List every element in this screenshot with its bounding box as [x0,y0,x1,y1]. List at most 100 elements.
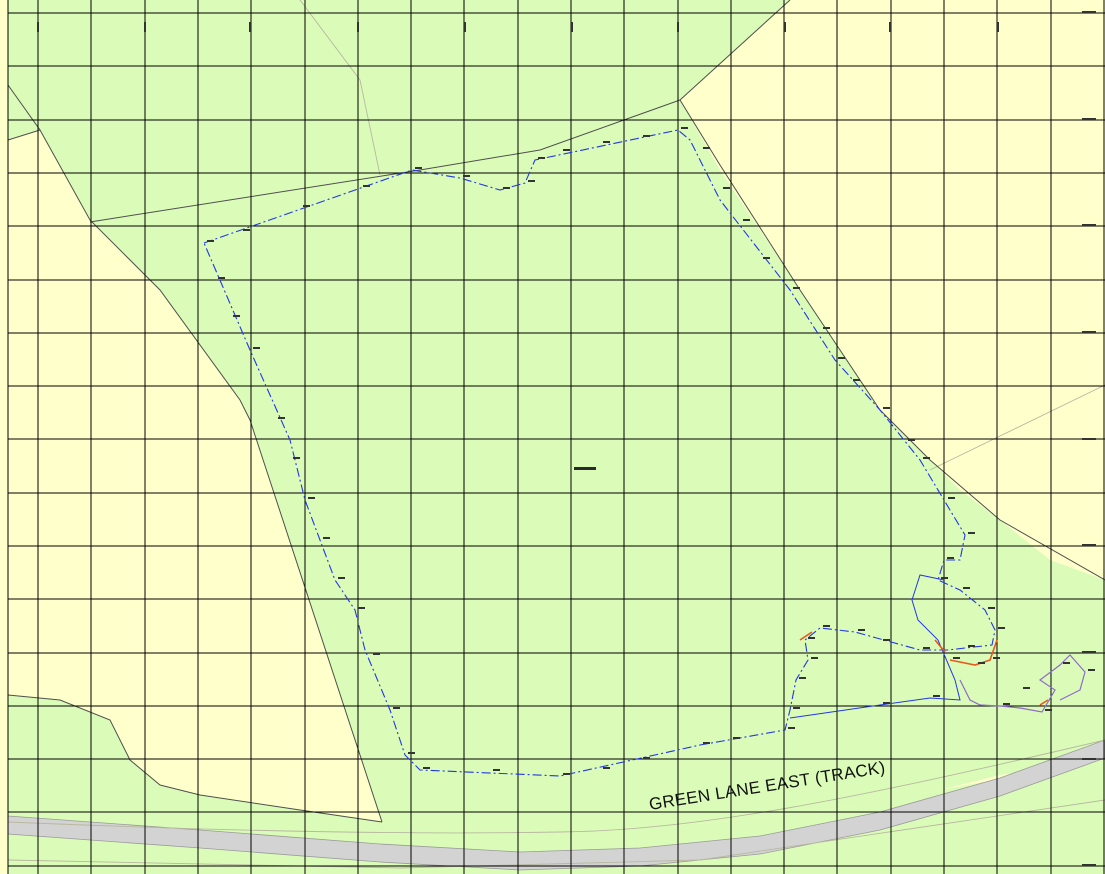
survey-point-label [941,577,948,579]
survey-point-label [858,629,865,631]
survey-point-label [908,439,915,441]
boundary-branch-east [789,574,961,719]
survey-point-label [1003,703,1010,705]
survey-point-label [603,141,610,143]
survey-point-label [763,257,770,259]
survey-point-label [703,147,710,149]
survey-point-label [788,727,795,729]
survey-point-label [338,577,345,579]
survey-point-label [538,157,545,159]
survey-point-label [463,175,470,177]
survey-point-label [933,695,940,697]
top-margin-tick [357,22,359,32]
right-margin-tick [1082,864,1096,866]
right-margin-tick [1082,438,1096,440]
right-margin-tick [1082,758,1096,760]
top-margin-tick [37,22,39,32]
survey-point-label [823,327,830,329]
top-margin-tick [677,22,679,32]
right-margin-tick [1082,11,1096,13]
survey-point-label [415,167,422,169]
survey-point-labels [207,127,1095,775]
survey-point-label [793,287,800,289]
right-margin-tick [1082,651,1096,653]
survey-point-label [358,607,365,609]
field-edges-light [7,0,1105,869]
top-margin-tick [889,22,891,32]
survey-point-label [278,417,285,419]
survey-point-label [1023,687,1030,689]
survey-point-label [503,187,510,189]
survey-point-label [233,315,240,317]
survey-point-label [218,277,225,279]
survey-point-label [393,707,400,709]
survey-point-label [643,757,650,759]
survey-point-label [323,537,330,539]
survey-point-label [603,767,610,769]
survey-point-label [883,702,890,704]
survey-point-label [947,557,954,559]
survey-point-label [253,347,260,349]
survey-point-label [563,149,570,151]
green-parcel-southwest [8,695,382,822]
right-margin-tick [1082,544,1096,546]
survey-path-purple [959,654,1086,713]
survey-point-label [1063,662,1070,664]
right-margin-tick [1082,331,1096,333]
western-field [8,130,382,822]
track-road [7,739,1105,871]
survey-point-label [363,185,370,187]
survey-point-label [993,657,1000,659]
survey-point-label [948,497,955,499]
survey-path-orange [799,631,1049,706]
grid-lines [7,0,1105,874]
survey-point-label [528,180,535,182]
survey-point-label [968,645,975,647]
survey-point-label [793,707,800,709]
top-margin-tick [571,22,573,32]
survey-point-label [408,752,415,754]
top-margin-tick [144,22,146,32]
site-boundary [203,129,996,777]
survey-point-label [423,767,430,769]
survey-point-label [293,457,300,459]
survey-point-label [823,625,830,627]
survey-point-label [643,135,650,137]
survey-point-label [799,677,806,679]
survey-point-label [923,457,930,459]
survey-point-label [243,229,250,231]
survey-point-label [988,607,995,609]
right-margin-tick [1082,118,1096,120]
survey-point-label [1088,669,1095,671]
top-margin-tick [997,22,999,32]
top-margin-tick [249,22,251,32]
parcel-id-mark [574,467,596,470]
survey-point-label [883,639,890,641]
survey-point-label [953,657,960,659]
survey-point-label [493,769,500,771]
survey-point-label [978,662,985,664]
survey-point-label [968,532,975,534]
survey-point-label [998,627,1005,629]
survey-point-label [743,219,750,221]
survey-point-label [681,127,688,129]
survey-point-label [703,742,710,744]
survey-point-label [923,647,930,649]
survey-point-label [373,653,380,655]
right-margin-tick [1082,224,1096,226]
survey-point-label [563,773,570,775]
survey-point-label [303,205,310,207]
grid-tick-marks [37,11,1096,866]
survey-point-label [838,357,845,359]
survey-point-label [808,637,815,639]
survey-point-label [1045,709,1052,711]
survey-point-label [723,187,730,189]
survey-point-label [733,737,740,739]
survey-point-label [883,407,890,409]
survey-point-label [963,587,970,589]
top-margin-tick [784,22,786,32]
survey-point-label [207,240,214,242]
top-margin-tick [464,22,466,32]
